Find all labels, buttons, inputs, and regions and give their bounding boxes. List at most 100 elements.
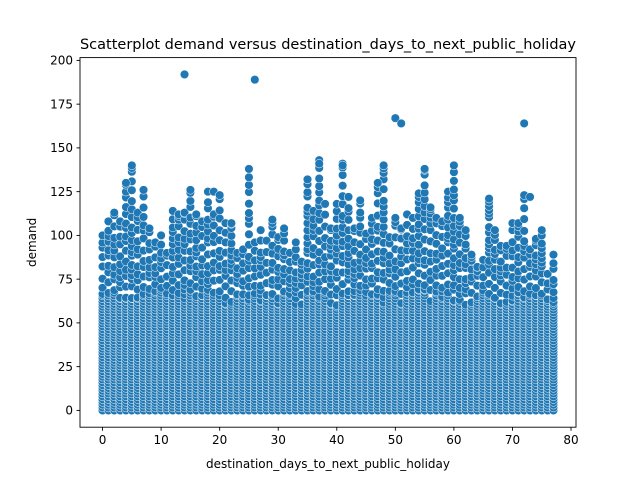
x-tick-label: 60 xyxy=(446,433,461,447)
scatter-point xyxy=(548,275,559,285)
scatter-point xyxy=(226,231,236,241)
y-tick-label: 75 xyxy=(58,272,73,286)
scatter-point xyxy=(215,286,225,296)
scatter-point xyxy=(179,208,190,218)
x-tick-label: 0 xyxy=(99,433,107,447)
scatter-point xyxy=(379,196,389,206)
scatter-point xyxy=(420,180,430,190)
scatter-point xyxy=(519,226,529,236)
scatter-point xyxy=(373,178,383,188)
scatter-point xyxy=(156,240,166,250)
scatter-point xyxy=(455,213,465,223)
scatter-point xyxy=(197,254,207,264)
scatter-point xyxy=(302,174,313,184)
scatter-point xyxy=(449,203,459,214)
scatter-point xyxy=(203,197,213,207)
scatter-point xyxy=(138,202,149,213)
scatter-point xyxy=(338,160,348,170)
scatter-point xyxy=(244,164,254,174)
scatter-point xyxy=(525,192,535,202)
scatter-point xyxy=(466,250,477,260)
scatter-point xyxy=(461,225,471,235)
scatter-point xyxy=(115,251,125,261)
x-tick-label: 20 xyxy=(212,433,227,447)
scatter-point xyxy=(302,187,313,197)
scatter-point xyxy=(519,236,529,246)
x-tick-label: 10 xyxy=(153,433,168,447)
scatter-point xyxy=(314,181,324,191)
scatter-point xyxy=(420,164,430,174)
scatter-point xyxy=(156,230,166,240)
scatter-point xyxy=(185,185,195,195)
scatter-point xyxy=(320,199,330,209)
y-axis-label: demand xyxy=(25,218,39,267)
scatter-point xyxy=(121,178,131,188)
scatter-point xyxy=(461,240,471,250)
x-tick-label: 70 xyxy=(505,433,520,447)
scatter-point xyxy=(103,216,113,226)
y-tick-label: 100 xyxy=(50,229,73,243)
scatter-point xyxy=(267,215,277,225)
scatter-point xyxy=(197,243,207,253)
scatter-point xyxy=(244,180,254,190)
scatter-point xyxy=(109,208,119,218)
scatter-point xyxy=(138,212,149,222)
scatter-point xyxy=(226,218,236,228)
scatter-point xyxy=(355,221,365,232)
scatter-point xyxy=(138,185,149,195)
scatter-point xyxy=(279,223,289,233)
y-tick-label: 125 xyxy=(50,185,73,199)
scatter-point xyxy=(244,208,254,218)
scatter-point xyxy=(314,159,324,169)
scatter-point xyxy=(127,160,137,170)
scatter-point xyxy=(343,192,354,202)
scatter-point xyxy=(449,160,459,170)
scatter-point xyxy=(396,118,406,128)
scatter-point xyxy=(490,225,500,235)
y-tick-label: 200 xyxy=(50,54,73,68)
scatter-point xyxy=(537,239,547,249)
scatter-point xyxy=(97,283,108,293)
scatter-point xyxy=(449,176,459,186)
scatter-point xyxy=(244,229,254,239)
scatter-point xyxy=(215,205,225,215)
scatter-point xyxy=(390,213,400,223)
scatter-point xyxy=(185,196,195,206)
scatter-point xyxy=(226,238,236,249)
scatter-point xyxy=(244,199,254,209)
x-axis-label: destination_days_to_next_public_holiday xyxy=(206,457,450,471)
y-tick-label: 175 xyxy=(50,97,73,111)
x-tick-label: 40 xyxy=(329,433,344,447)
scatter-point xyxy=(548,250,559,260)
scatter-point xyxy=(179,69,190,79)
scatter-point xyxy=(338,181,348,191)
scatter-point xyxy=(244,172,254,182)
scatter-point xyxy=(484,194,494,204)
scatter-point xyxy=(320,210,330,220)
scatter-point xyxy=(191,209,201,219)
scatter-point xyxy=(548,258,559,268)
scatter-point xyxy=(343,215,354,225)
scatter-point xyxy=(256,225,266,235)
scatter-point xyxy=(425,202,436,212)
x-tick-label: 50 xyxy=(388,433,403,447)
data-points xyxy=(97,69,559,415)
scatter-point xyxy=(537,225,547,235)
scatter-point xyxy=(355,195,365,205)
y-tick-label: 25 xyxy=(58,360,73,374)
scatter-point xyxy=(548,287,559,297)
y-tick-label: 0 xyxy=(65,404,73,418)
y-tick-label: 150 xyxy=(50,141,73,155)
scatter-point xyxy=(519,214,529,224)
scatter-point xyxy=(215,190,225,200)
y-tick-label: 50 xyxy=(58,316,73,330)
scatter-point xyxy=(250,75,260,85)
scatter-point xyxy=(519,118,529,128)
scatter-point xyxy=(291,237,301,247)
scatter-point xyxy=(379,160,389,170)
scatter-point xyxy=(144,223,154,233)
scatter-point xyxy=(314,173,324,184)
scatter-point xyxy=(127,185,137,195)
scatter-point xyxy=(355,208,365,218)
